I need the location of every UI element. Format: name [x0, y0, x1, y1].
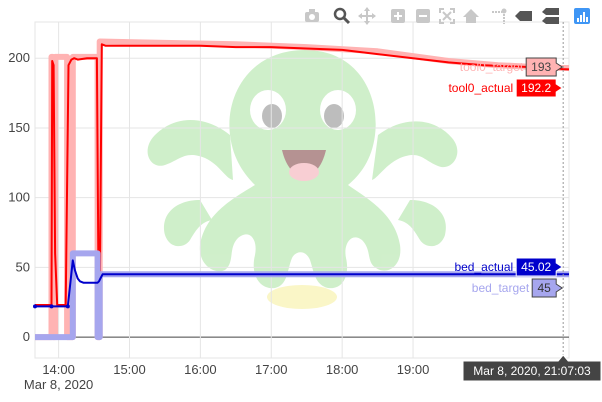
series-point-bed-actual [65, 304, 70, 309]
zoom-icon[interactable] [333, 7, 351, 25]
plot-frame [34, 21, 570, 359]
zoom-in-icon[interactable] [389, 7, 407, 25]
hover-value-tool0-target: 193 [531, 60, 551, 74]
grid-layer [34, 21, 570, 359]
x-tick-label: 16:00 [184, 362, 217, 377]
y-tick-label: 200 [8, 50, 30, 65]
hover-compare-icon[interactable] [542, 7, 560, 25]
series-point-bed-actual [33, 304, 37, 309]
plotly-bar [583, 12, 585, 22]
series-point-bed-actual [49, 304, 54, 309]
x-tick-label: 15:00 [113, 362, 146, 377]
plotly-bar [586, 17, 588, 22]
hover-name-bed-target: bed_target [472, 281, 530, 295]
hover-value-bed-target: 45 [538, 281, 552, 295]
hover-box-tool0-target [525, 57, 564, 77]
home-shape [463, 9, 479, 23]
hover-name-bed-actual: bed_actual [454, 260, 513, 274]
octopus-watermark-logo [147, 50, 458, 309]
plotly-logo-icon[interactable] [573, 7, 591, 25]
modebar [303, 7, 591, 25]
autoscale-corners [439, 8, 455, 24]
pan-icon[interactable] [358, 7, 376, 25]
y-tick-label: 50 [16, 259, 30, 274]
camera-lens [309, 14, 315, 20]
series-line-tool0-actual [35, 43, 570, 306]
spike-dot [501, 8, 507, 14]
plotly-bar [580, 15, 582, 22]
hover-time-label: Mar 8, 2020, 21:07:03 [473, 364, 591, 378]
hover-name-tool0-actual: tool0_actual [448, 81, 513, 95]
hover-box-tool0-actual [515, 78, 564, 98]
compare-tag-top [542, 8, 559, 15]
zoom-glass [333, 7, 347, 21]
hover-name-tool0-target: tool0_target [460, 60, 524, 74]
hover-time-box [462, 354, 602, 382]
camera-top [309, 9, 315, 13]
hover-box-bed-target [531, 278, 564, 298]
series-layer [33, 38, 570, 341]
reset-axes-icon[interactable] [462, 7, 480, 25]
modebar-hitbox [491, 7, 509, 25]
y-tick-label: 100 [8, 190, 30, 205]
x-tick-sublabel: Mar 8, 2020 [24, 377, 93, 392]
hover-value-bed-actual: 45.02 [521, 260, 551, 274]
pan-arrows [358, 7, 376, 25]
x-tick-label: 19:00 [397, 362, 430, 377]
x-tick-label: 18:00 [326, 362, 359, 377]
y-tick-label: 150 [8, 120, 30, 135]
series-line-bed-target [35, 250, 569, 341]
autoscale-icon[interactable] [438, 7, 456, 25]
hover-closest-icon[interactable] [515, 7, 533, 25]
x-tick-label: 14:00 [42, 362, 75, 377]
hover-layer: 193 tool0_target 192.2 tool0_actual 45.02 bed… [448, 22, 602, 382]
series-line-bed-actual [35, 259, 569, 308]
x-tick-label: 17:00 [255, 362, 288, 377]
spike-lines-icon[interactable] [491, 7, 509, 25]
y-tick-label: 0 [23, 329, 30, 344]
camera-icon[interactable] [303, 7, 321, 25]
closest-tag [515, 11, 532, 21]
compare-tag-bottom [542, 17, 559, 24]
hover-value-tool0-actual: 192.2 [521, 81, 551, 95]
autoscale-cross [442, 11, 452, 21]
hover-box-bed-actual [515, 257, 564, 277]
plotly-bar [577, 18, 579, 22]
zoom-handle [342, 16, 351, 25]
zoom-out-icon[interactable] [414, 7, 432, 25]
